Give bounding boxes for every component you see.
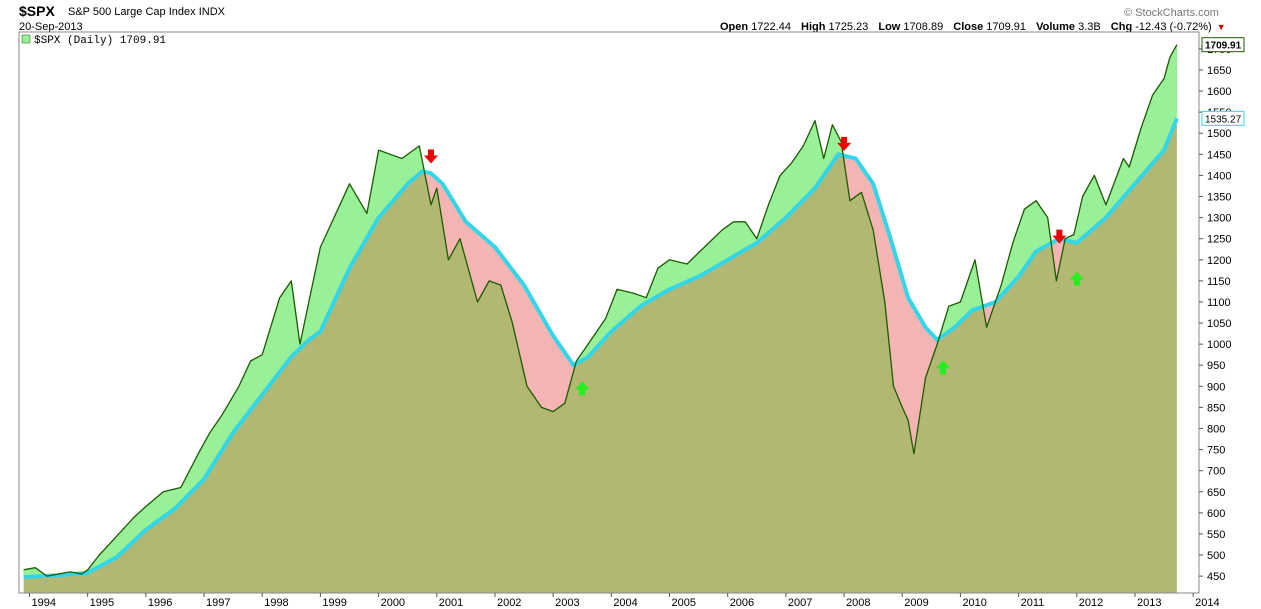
y-tick-label: 600 [1207, 508, 1225, 520]
legend-label: $SPX (Daily) 1709.91 [34, 35, 166, 47]
x-tick-label: 1994 [31, 597, 55, 609]
sell-arrow [837, 136, 852, 151]
last-price-tag-bg [1201, 37, 1245, 53]
chg-label: Chg [1110, 21, 1133, 33]
x-tick-label: 2007 [788, 597, 812, 609]
x-tick-label: 1997 [206, 597, 230, 609]
last-price-tag: 1709.91 [1205, 41, 1242, 52]
x-tick-label: 1995 [90, 597, 114, 609]
x-tick-label: 2006 [730, 597, 754, 609]
x-tick-label: 2013 [1137, 597, 1161, 609]
x-tick-label: 2004 [613, 597, 637, 609]
y-tick-label: 500 [1207, 550, 1225, 562]
area-fills [23, 43, 1178, 594]
y-tick-label: 650 [1207, 487, 1225, 499]
x-tick-label: 2008 [846, 597, 870, 609]
y-tick-label: 1350 [1207, 192, 1231, 204]
low-value: 1708.89 [903, 21, 944, 33]
ma-price-tag: 1535.27 [1205, 114, 1242, 125]
symbol-label: $SPX [19, 3, 55, 19]
y-tick-label: 1150 [1207, 276, 1231, 288]
y-tick-label: 900 [1207, 381, 1225, 393]
y-tick-label: 1250 [1207, 234, 1231, 246]
quote-bar: Open 1722.44 High 1725.23 Low 1708.89 Cl… [720, 21, 1226, 33]
x-axis: 1994 1995 1996 1997 1998 1999 2000 2001 2002 2003… [28, 593, 1220, 609]
y-tick-label: 1500 [1207, 128, 1231, 140]
y-tick-label: 800 [1207, 423, 1225, 435]
sell-arrow [423, 149, 438, 164]
x-tick-label: 2003 [555, 597, 579, 609]
x-tick-label: 2005 [672, 597, 696, 609]
buy-arrow [575, 381, 590, 396]
x-tick-label: 2011 [1021, 597, 1045, 609]
x-tick-label: 1999 [322, 597, 346, 609]
volume-label: Volume [1036, 21, 1076, 33]
x-tick-label: 1998 [264, 597, 288, 609]
index-name: S&P 500 Large Cap Index INDX [68, 6, 225, 18]
chart-date: 20-Sep-2013 [19, 21, 83, 33]
index-name-text: S&P 500 Large Cap Index [68, 6, 196, 18]
low-label: Low [878, 21, 901, 33]
y-tick-label: 1300 [1207, 213, 1231, 225]
close-value: 1709.91 [986, 21, 1027, 33]
x-tick-label: 2010 [962, 597, 986, 609]
plot-frame [18, 31, 1200, 594]
y-tick-label: 750 [1207, 445, 1225, 457]
price-series-line [23, 44, 1178, 577]
y-tick-label: 1400 [1207, 170, 1231, 182]
stockcharts-brand[interactable]: © StockCharts.com [1124, 7, 1219, 19]
x-tick-label: 2012 [1079, 597, 1103, 609]
x-tick-label: 2000 [381, 597, 405, 609]
price-tags: 1709.91 1535.27 [1201, 37, 1245, 126]
buy-arrow [935, 360, 950, 375]
y-tick-label: 1000 [1207, 339, 1231, 351]
x-tick-label: 2002 [497, 597, 521, 609]
y-tick-label: 700 [1207, 466, 1225, 478]
series-lines [23, 44, 1179, 579]
close-label: Close [953, 21, 984, 33]
y-tick-label: 1450 [1207, 149, 1231, 161]
chg-down-icon: ▼ [1216, 22, 1226, 32]
open-value: 1722.44 [751, 21, 791, 33]
x-tick-label: 2014 [1195, 597, 1219, 609]
y-tick-label: 1100 [1207, 297, 1231, 309]
x-tick-label: 1996 [148, 597, 172, 609]
chart-header: $SPX S&P 500 Large Cap Index INDX 20-Sep… [0, 0, 1261, 40]
y-axis: 450 500 550 600 650 700 750 800 850 900 950 1000 105… [1199, 44, 1231, 583]
above-ma-fill [1174, 43, 1178, 123]
y-tick-label: 450 [1207, 571, 1225, 583]
x-tick-label: 2009 [904, 597, 928, 609]
ma-series-line [23, 117, 1179, 579]
y-tick-label: 1650 [1207, 65, 1231, 77]
high-value: 1725.23 [828, 21, 869, 33]
x-tick-label: 2001 [439, 597, 463, 609]
chart-legend: $SPX (Daily) 1709.91 [21, 34, 166, 47]
high-label: High [801, 21, 826, 33]
y-tick-label: 1050 [1207, 318, 1231, 330]
y-tick-label: 550 [1207, 529, 1225, 541]
legend-swatch [21, 34, 31, 44]
exchange-label: INDX [198, 6, 225, 18]
signal-arrows [423, 136, 1084, 396]
y-tick-label: 1600 [1207, 86, 1231, 98]
sell-arrow [1052, 229, 1067, 244]
y-tick-label: 950 [1207, 360, 1225, 372]
volume-value: 3.3B [1078, 21, 1101, 33]
ma-price-tag-bg [1201, 110, 1245, 126]
open-label: Open [720, 21, 749, 33]
y-tick-label: 850 [1207, 402, 1225, 414]
y-tick-label: 1200 [1207, 255, 1231, 267]
buy-arrow [1069, 271, 1084, 286]
ma-base-fill [23, 118, 1177, 594]
chg-value: -12.43 (-0.72%) [1135, 21, 1212, 33]
